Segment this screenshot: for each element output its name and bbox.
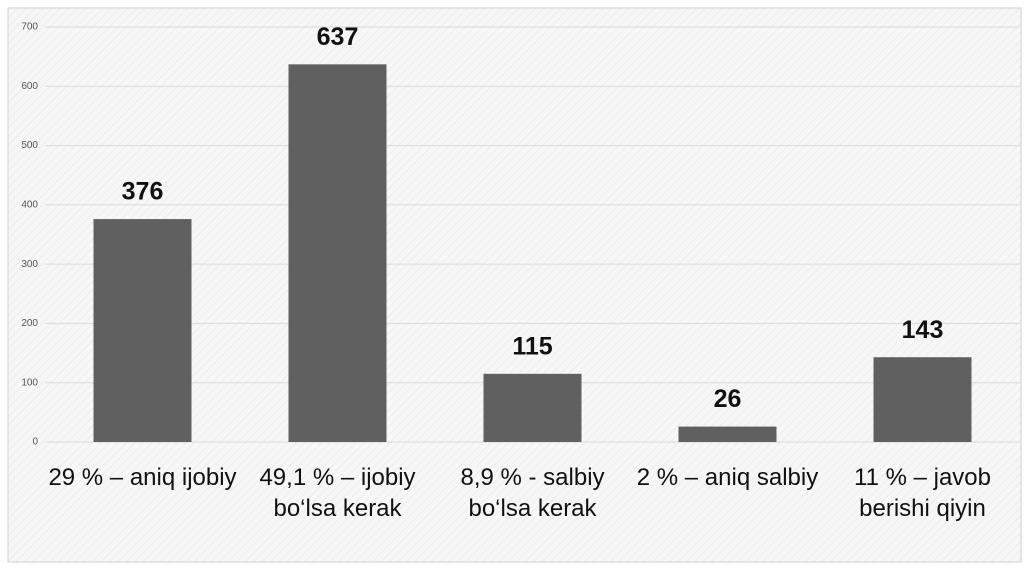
y-tick-label: 600 xyxy=(21,81,38,92)
x-tick-label: 8,9 % - salbiy bo‘lsa kerak xyxy=(460,464,605,522)
x-tick-label: 49,1 % – ijobiy bo‘lsa kerak xyxy=(259,464,416,522)
y-tick-label: 300 xyxy=(21,259,38,270)
bar xyxy=(93,219,192,442)
x-tick-label: 2 % – aniq salbiy xyxy=(636,464,819,491)
y-tick-label: 0 xyxy=(32,437,38,448)
data-label: 143 xyxy=(902,316,944,344)
data-label: 26 xyxy=(714,385,742,413)
bar xyxy=(483,373,582,442)
x-tick-label: 29 % – aniq ijobiy xyxy=(48,464,237,491)
y-tick-label: 400 xyxy=(21,199,38,210)
data-label: 115 xyxy=(512,332,552,360)
bar xyxy=(873,357,972,442)
y-tick-label: 500 xyxy=(21,140,38,151)
data-label: 637 xyxy=(317,23,359,51)
x-tick-label: 11 % – javob berishi qiyin xyxy=(854,464,991,522)
data-label: 376 xyxy=(122,178,164,206)
y-tick-label: 200 xyxy=(21,318,38,329)
y-tick-label: 100 xyxy=(21,377,38,388)
y-tick-label: 700 xyxy=(21,22,38,33)
bar xyxy=(288,64,387,442)
bar xyxy=(678,426,777,442)
